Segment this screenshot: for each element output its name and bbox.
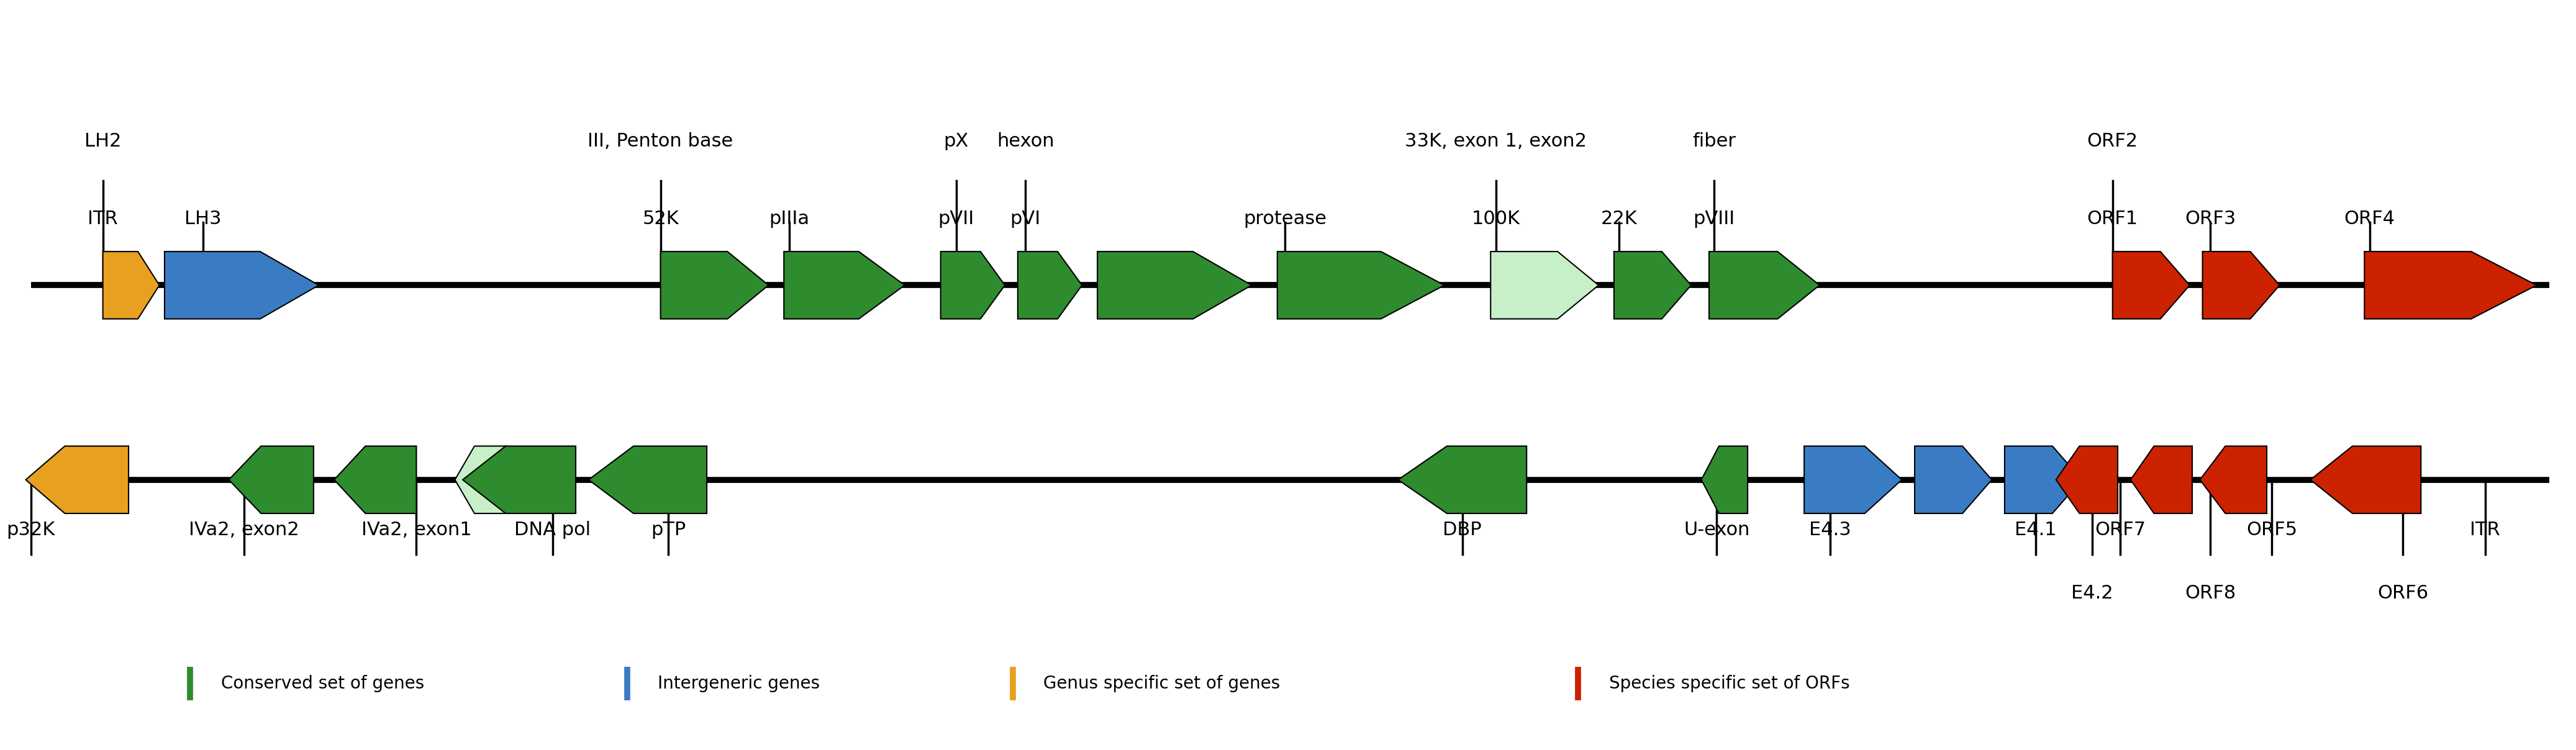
Polygon shape <box>165 251 319 319</box>
Text: Species specific set of ORFs: Species specific set of ORFs <box>1610 675 1850 692</box>
Polygon shape <box>103 251 160 319</box>
Polygon shape <box>1914 446 1991 514</box>
Polygon shape <box>229 446 314 514</box>
Polygon shape <box>2004 446 2081 514</box>
Text: LH2: LH2 <box>85 133 121 151</box>
Polygon shape <box>587 446 706 514</box>
Text: pVI: pVI <box>1010 209 1041 227</box>
Text: Intergeneric genes: Intergeneric genes <box>657 675 819 692</box>
Text: ORF7: ORF7 <box>2094 521 2146 539</box>
Polygon shape <box>464 446 574 514</box>
Text: ITR: ITR <box>88 209 118 227</box>
Text: LH3: LH3 <box>185 209 222 227</box>
Polygon shape <box>1708 251 1819 319</box>
Text: ORF4: ORF4 <box>2344 209 2396 227</box>
Polygon shape <box>659 251 768 319</box>
Text: E4.3: E4.3 <box>1808 521 1852 539</box>
Polygon shape <box>1803 446 1901 514</box>
Text: ORF1: ORF1 <box>2087 209 2138 227</box>
Polygon shape <box>2202 251 2280 319</box>
Text: p32K: p32K <box>8 521 54 539</box>
Text: ITR: ITR <box>2470 521 2501 539</box>
Polygon shape <box>1097 251 1252 319</box>
Text: IVa2, exon2: IVa2, exon2 <box>188 521 299 539</box>
Text: Conserved set of genes: Conserved set of genes <box>222 675 425 692</box>
Text: pX: pX <box>943 133 969 151</box>
Polygon shape <box>1700 446 1747 514</box>
Text: DNA pol: DNA pol <box>515 521 590 539</box>
Polygon shape <box>1018 251 1082 319</box>
Text: pIIIa: pIIIa <box>768 209 809 227</box>
Polygon shape <box>1615 251 1690 319</box>
Text: E4.1: E4.1 <box>2014 521 2056 539</box>
Polygon shape <box>783 251 904 319</box>
Text: fiber: fiber <box>1692 133 1736 151</box>
Text: hexon: hexon <box>997 133 1054 151</box>
Polygon shape <box>2311 446 2421 514</box>
Polygon shape <box>2200 446 2267 514</box>
Polygon shape <box>940 251 1005 319</box>
Text: ORF6: ORF6 <box>2378 584 2429 602</box>
Text: ORF5: ORF5 <box>2246 521 2298 539</box>
Text: E4.2: E4.2 <box>2071 584 2112 602</box>
Text: IVa2, exon1: IVa2, exon1 <box>361 521 471 539</box>
Text: pTP: pTP <box>652 521 685 539</box>
Text: 100K: 100K <box>1471 209 1520 227</box>
Polygon shape <box>2112 251 2190 319</box>
Text: Genus specific set of genes: Genus specific set of genes <box>1043 675 1280 692</box>
Text: III, Penton base: III, Penton base <box>587 133 734 151</box>
Polygon shape <box>2056 446 2117 514</box>
Polygon shape <box>2365 251 2537 319</box>
Text: 52K: 52K <box>641 209 677 227</box>
Text: pVIII: pVIII <box>1692 209 1736 227</box>
Polygon shape <box>335 446 417 514</box>
Text: 22K: 22K <box>1600 209 1638 227</box>
Text: DBP: DBP <box>1443 521 1481 539</box>
Text: pVII: pVII <box>938 209 974 227</box>
Polygon shape <box>26 446 129 514</box>
Text: ORF8: ORF8 <box>2184 584 2236 602</box>
Text: ORF2: ORF2 <box>2087 133 2138 151</box>
Polygon shape <box>1492 251 1600 319</box>
Polygon shape <box>2130 446 2192 514</box>
Text: ORF3: ORF3 <box>2184 209 2236 227</box>
Polygon shape <box>1278 251 1445 319</box>
Text: protease: protease <box>1244 209 1327 227</box>
Text: 33K, exon 1, exon2: 33K, exon 1, exon2 <box>1404 133 1587 151</box>
Text: U-exon: U-exon <box>1685 521 1749 539</box>
Polygon shape <box>456 446 507 514</box>
Polygon shape <box>1399 446 1528 514</box>
